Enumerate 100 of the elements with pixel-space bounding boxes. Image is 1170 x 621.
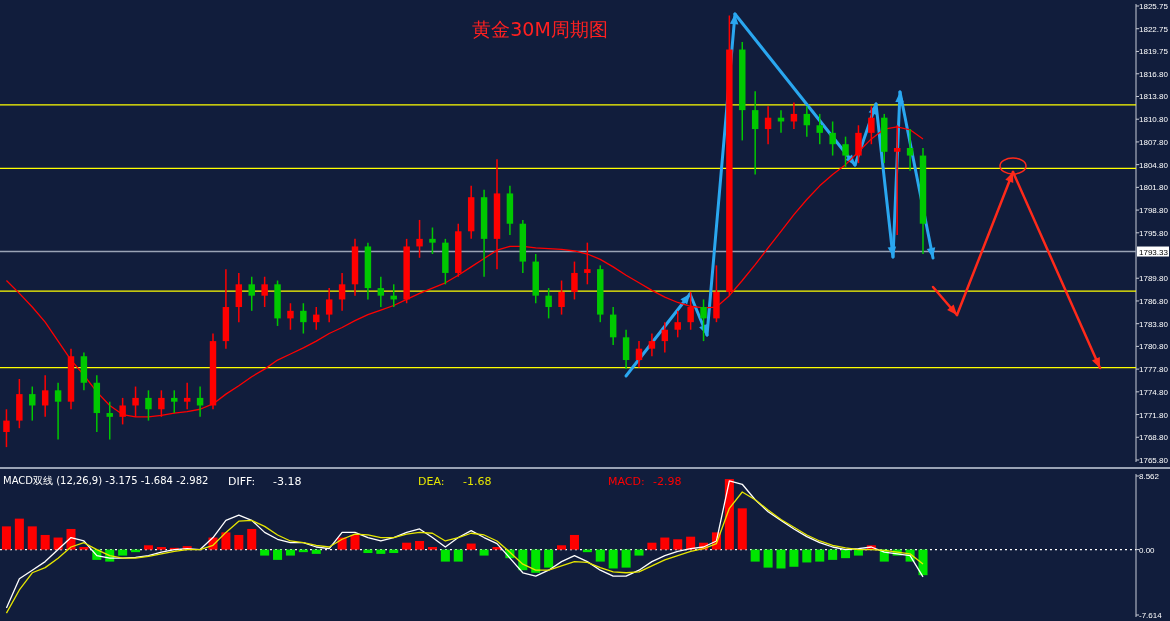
- y-tick-label: 1801.80: [1139, 183, 1169, 193]
- y-tick-label: 1816.80: [1139, 69, 1169, 79]
- candlestick: [571, 260, 578, 301]
- candlestick: [29, 385, 36, 422]
- bar: [647, 542, 657, 550]
- candlestick: [235, 272, 243, 323]
- bar: [311, 549, 321, 554]
- candlestick: [41, 374, 49, 418]
- y-tick-label: 1786.80: [1139, 296, 1169, 306]
- bar: [828, 549, 838, 560]
- text: DIFF:: [228, 475, 256, 488]
- bar: [247, 528, 257, 550]
- y-tick-label: 1768.80: [1139, 433, 1169, 443]
- candlestick: [300, 302, 307, 335]
- candlestick: [429, 226, 436, 255]
- candlestick: [635, 340, 643, 369]
- candlestick: [313, 306, 320, 331]
- bar: [686, 536, 696, 550]
- candlestick: [183, 382, 191, 411]
- bar: [1, 526, 11, 550]
- y-tick-label: 1795.80: [1139, 228, 1169, 238]
- annotation: -3.18: [273, 475, 302, 488]
- bar: [221, 532, 231, 550]
- candlestick: [377, 275, 385, 308]
- bar: [453, 549, 463, 562]
- bar: [427, 547, 437, 550]
- bar: [724, 479, 734, 550]
- y-tick-label: 1780.80: [1139, 342, 1169, 352]
- bar: [260, 549, 270, 556]
- bar: [634, 549, 644, 556]
- y-tick-label: 1789.80: [1139, 274, 1169, 284]
- text: DEA:: [418, 475, 445, 488]
- candlestick: [287, 302, 294, 331]
- candlestick: [584, 241, 591, 286]
- candlestick: [145, 389, 152, 422]
- y-tick-label: 8.562: [1139, 472, 1160, 481]
- bar: [918, 549, 928, 576]
- bar: [479, 549, 489, 556]
- candlestick: [674, 310, 681, 339]
- bar: [789, 549, 799, 567]
- candlestick: [829, 120, 836, 157]
- bar: [531, 549, 541, 573]
- ref-line-label: 1793.33: [1139, 247, 1169, 257]
- candlestick: [261, 275, 268, 308]
- candlestick: [816, 113, 823, 145]
- bar: [763, 549, 773, 568]
- chart-title: MACD双线 (12,26,9) -3.175 -1.684 -2.982: [3, 475, 209, 486]
- y-tick-label: 1804.80: [1139, 160, 1169, 170]
- annotation: -2.98: [653, 475, 682, 488]
- y-tick-label: 1807.80: [1139, 137, 1169, 147]
- candlestick: [558, 279, 565, 316]
- bar: [118, 549, 128, 556]
- candlestick: [106, 400, 113, 441]
- bar: [595, 549, 605, 562]
- bar: [802, 549, 812, 563]
- y-tick-label: 0.00: [1139, 545, 1156, 555]
- annotation: -1.68: [463, 475, 492, 488]
- bar: [815, 549, 825, 562]
- bar: [285, 549, 295, 556]
- candlestick: [338, 272, 346, 312]
- bar: [234, 534, 244, 550]
- bar: [440, 549, 450, 562]
- bar: [466, 543, 476, 550]
- bar: [750, 549, 760, 562]
- candlestick: [545, 287, 552, 320]
- y-tick-label: 1813.80: [1139, 92, 1169, 102]
- candlestick: [906, 128, 914, 172]
- y-tick-label: 1810.80: [1139, 115, 1169, 125]
- candlestick: [648, 332, 656, 357]
- bar: [621, 549, 631, 568]
- y-tick-label: -7.614: [1139, 611, 1163, 620]
- bar: [40, 534, 50, 550]
- y-tick-label: 1777.80: [1139, 365, 1169, 375]
- bar: [776, 549, 786, 569]
- y-tick-label: 1819.75: [1139, 47, 1169, 57]
- bar: [53, 537, 63, 550]
- y-tick-label: 1771.80: [1139, 410, 1169, 420]
- y-tick-label: 1822.75: [1139, 24, 1169, 34]
- bar: [853, 549, 863, 556]
- bar: [273, 549, 283, 560]
- y-tick-label: 1765.80: [1139, 456, 1169, 465]
- candlestick: [687, 291, 694, 331]
- y-tick-label: 1798.80: [1139, 206, 1169, 216]
- bar: [79, 547, 89, 550]
- candlestick: [248, 275, 255, 312]
- bar: [569, 534, 579, 550]
- y-tick-label: 1825.75: [1139, 2, 1169, 11]
- candlestick: [842, 135, 849, 168]
- candlestick: [54, 382, 62, 441]
- bar: [402, 542, 412, 550]
- candlestick: [325, 287, 333, 323]
- bar: [557, 545, 567, 550]
- candlestick: [609, 306, 617, 346]
- bar: [350, 534, 360, 550]
- text: MACD:: [608, 475, 645, 488]
- bar: [608, 549, 618, 569]
- bar: [156, 547, 166, 550]
- candlestick: [416, 219, 423, 259]
- bar: [544, 549, 554, 568]
- bar: [14, 518, 24, 550]
